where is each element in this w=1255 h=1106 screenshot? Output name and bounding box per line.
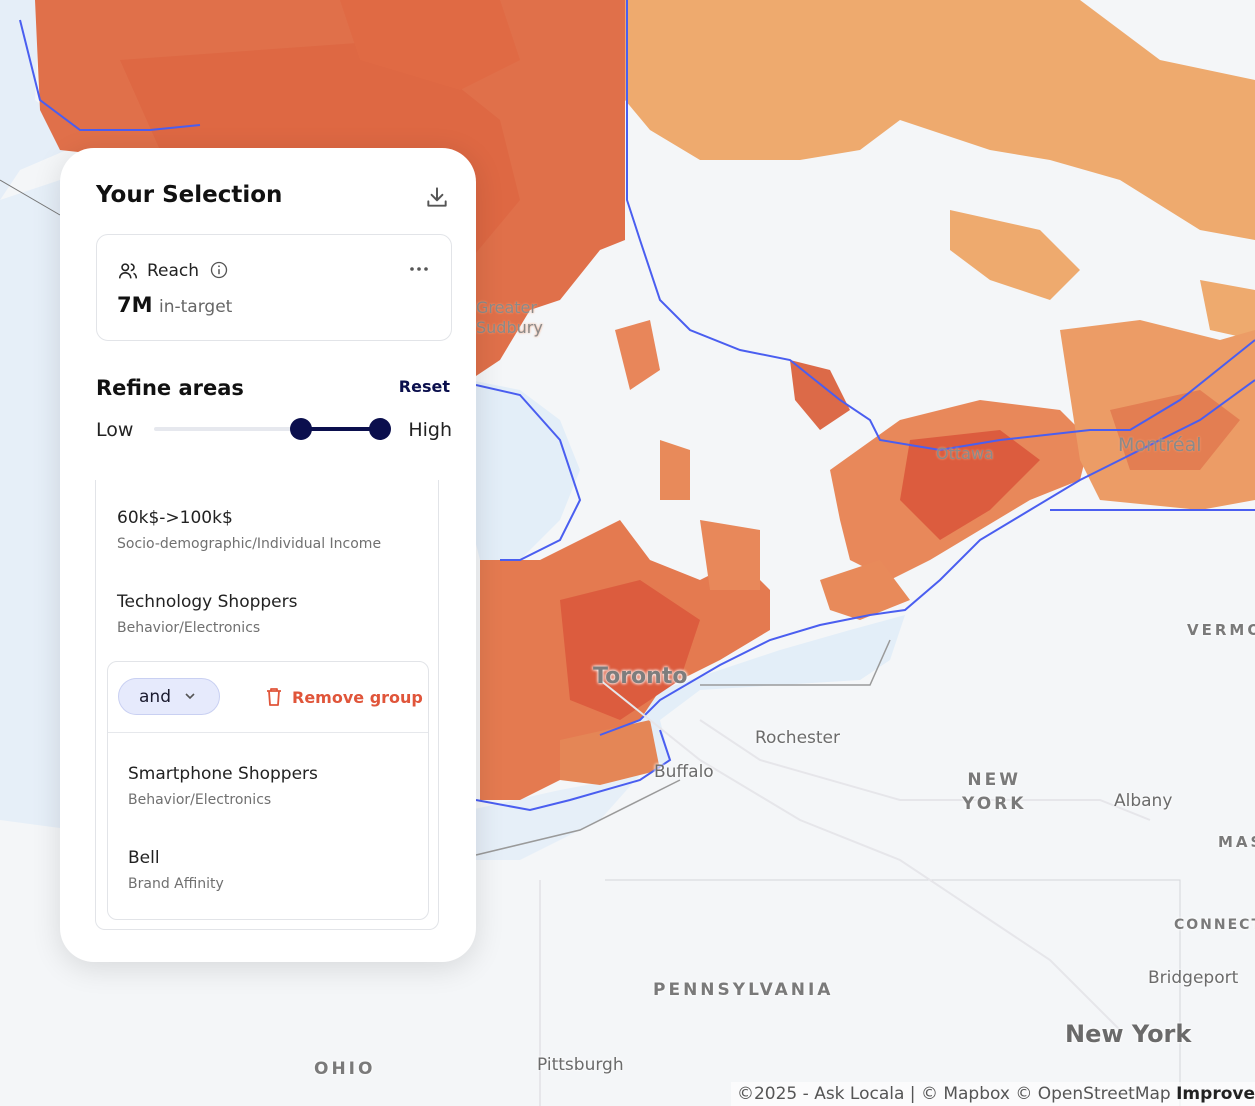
map-label-pennsylvania: PENNSYLVANIA [653, 980, 834, 1000]
criterion-item[interactable]: 60k$->100k$ Socio-demographic/Individual… [117, 508, 381, 552]
group-operator-label: and [139, 687, 171, 707]
criterion-name: 60k$->100k$ [117, 508, 233, 528]
chevron-down-icon [185, 693, 195, 700]
criterion-category: Behavior/Electronics [117, 620, 261, 636]
map-label-ohio: OHIO [314, 1059, 376, 1079]
lake-huron [0, 0, 90, 200]
criterion-category: Socio-demographic/Individual Income [117, 536, 382, 552]
map-label-massachusetts: MAS [1218, 833, 1255, 851]
lake-ontario [600, 615, 905, 780]
georgian-bay [470, 380, 580, 560]
criterion-name: Technology Shoppers [117, 592, 298, 612]
download-icon[interactable] [424, 184, 450, 210]
attribution-text: ©2025 - Ask Locala | © Mapbox © OpenStre… [736, 1084, 1171, 1104]
users-icon [118, 263, 138, 279]
reach-card: Reach 7M in-target [96, 234, 452, 341]
criteria-group: and Remove group Smartphone Shoppers Beh… [107, 661, 429, 920]
selection-panel: Your Selection Reach 7M in-target Refine… [60, 148, 476, 962]
criterion-category: Brand Affinity [128, 876, 224, 892]
improve-map-link[interactable]: Improve [1176, 1084, 1255, 1104]
reach-label: Reach [147, 261, 200, 281]
reach-slider-range [300, 427, 380, 431]
refine-areas-title: Refine areas [96, 376, 244, 400]
remove-group-label: Remove group [292, 688, 423, 707]
reset-button[interactable]: Reset [398, 377, 450, 396]
panel-title: Your Selection [96, 182, 283, 208]
map-label-pittsburgh: Pittsburgh [537, 1055, 624, 1075]
group-criterion-item[interactable]: Smartphone Shoppers Behavior/Electronics [128, 764, 318, 808]
group-operator-select[interactable]: and [118, 678, 220, 715]
more-options-icon[interactable] [405, 257, 433, 281]
map-label-rochester: Rochester [755, 728, 840, 748]
map-label-ottawa: Ottawa [936, 444, 994, 463]
group-criterion-item[interactable]: Bell Brand Affinity [128, 848, 224, 892]
province-boundary [626, 0, 1255, 452]
heat-region-northeast [625, 0, 1255, 240]
criterion-name: Bell [128, 848, 160, 868]
reach-subtext: in-target [159, 297, 233, 317]
map-attribution: ©2025 - Ask Locala | © Mapbox © OpenStre… [730, 1082, 1255, 1106]
group-divider [108, 732, 428, 733]
criterion-name: Smartphone Shoppers [128, 764, 318, 784]
lake-erie [470, 775, 640, 860]
map-label-new-york-city: New York [1065, 1020, 1192, 1048]
map-label-albany: Albany [1114, 791, 1173, 811]
slider-low-label: Low [96, 419, 134, 441]
map-label-bridgeport: Bridgeport [1148, 968, 1239, 988]
shoreline-ontario [599, 379, 1255, 736]
map-label-montreal: Montréal [1118, 434, 1202, 456]
info-icon[interactable] [209, 260, 229, 280]
criteria-list: 60k$->100k$ Socio-demographic/Individual… [95, 480, 439, 930]
criterion-category: Behavior/Electronics [128, 792, 272, 808]
reach-slider-track[interactable] [154, 427, 380, 431]
map-label-sudbury: Greater Sudbury [476, 298, 543, 337]
slider-thumb-low[interactable] [289, 418, 312, 440]
map-label-vermont: VERMO [1187, 621, 1255, 639]
map-label-connecticut: CONNECT [1174, 917, 1255, 933]
slider-thumb-high[interactable] [369, 418, 391, 440]
reach-value: 7M [117, 293, 153, 317]
slider-high-label: High [408, 419, 452, 441]
map-label-new-york-state: NEW YORK [962, 770, 1027, 814]
map-label-buffalo: Buffalo [654, 762, 714, 782]
criterion-item[interactable]: Technology Shoppers Behavior/Electronics [117, 592, 297, 636]
trash-icon [267, 688, 281, 706]
map-label-toronto: Toronto [593, 664, 688, 689]
